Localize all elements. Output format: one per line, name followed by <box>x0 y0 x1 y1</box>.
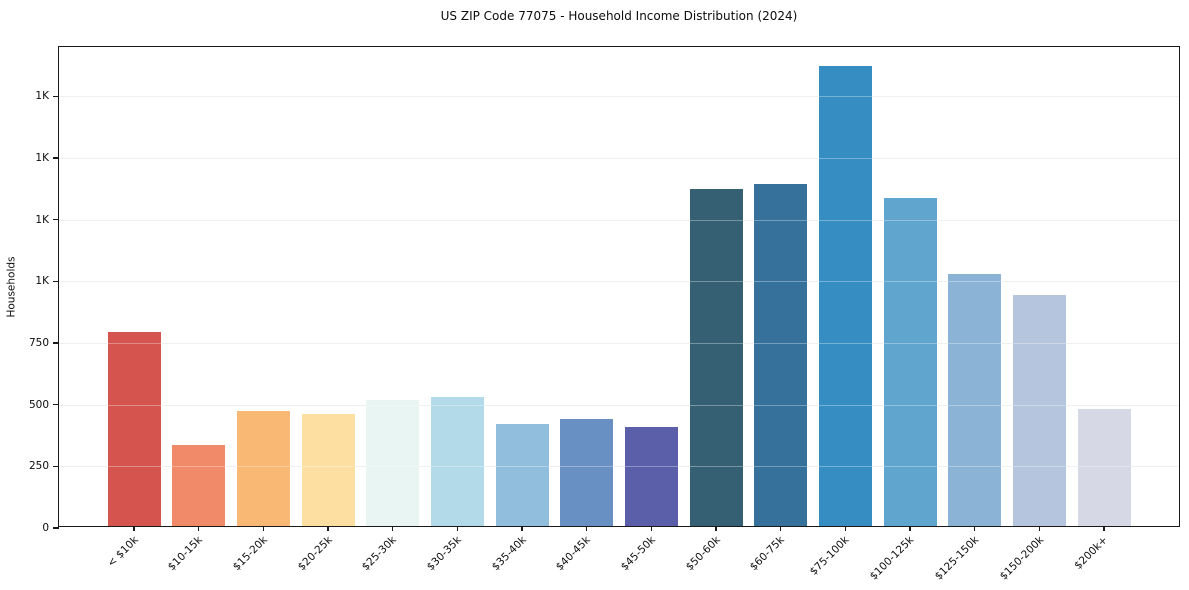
y-tick-label: 1K <box>35 90 49 103</box>
x-tick-mark <box>198 526 200 531</box>
y-tick-label: 500 <box>28 398 49 411</box>
y-tick-label: 0 <box>42 522 49 534</box>
bar <box>883 197 937 526</box>
x-tick-label: $25-30k <box>360 534 400 574</box>
x-tick-mark <box>586 526 588 531</box>
bar <box>1012 295 1066 526</box>
x-tick-label: $100-125k <box>867 534 917 583</box>
y-tick-mark <box>53 342 59 344</box>
bar <box>560 418 614 526</box>
y-tick-mark <box>53 157 59 159</box>
gridline <box>59 281 1179 283</box>
x-tick-label: < $10k <box>104 534 141 570</box>
x-tick-label: $10-15k <box>166 534 206 574</box>
gridline <box>59 404 1179 406</box>
bar <box>495 423 549 526</box>
gridline-overlay <box>59 466 1179 468</box>
gridline-overlay <box>59 96 1179 98</box>
plot-area: 0 250 500 750 1K 1K 1K 1K < $10k $10-15k $15-20k $2… <box>29 46 1180 583</box>
x-tick-label: $50-60k <box>683 534 723 574</box>
y-tick-mark <box>53 404 59 406</box>
gridline <box>59 96 1179 98</box>
bar <box>754 184 808 526</box>
x-tick-label: $125-150k <box>932 534 982 583</box>
y-tick-label: 1K <box>35 152 49 164</box>
chart-title: US ZIP Code 77075 - Household Income Dis… <box>440 9 798 23</box>
y-tick-label: 250 <box>28 460 49 473</box>
x-tick-mark <box>1103 526 1105 531</box>
x-tick-mark <box>974 526 976 531</box>
bar <box>236 411 290 526</box>
x-tick-mark <box>715 526 717 531</box>
x-tick-mark <box>327 526 329 531</box>
y-tick-mark <box>53 95 59 97</box>
gridline-overlay <box>59 343 1179 344</box>
y-tick-label: 1K <box>35 213 49 226</box>
x-tick-label: $150-200k <box>997 534 1046 583</box>
y-tick-label: 1K <box>35 275 49 288</box>
x-tick-label: $35-40k <box>489 534 529 574</box>
x-tick-label: $20-25k <box>295 534 335 574</box>
bar <box>366 400 420 526</box>
bar <box>430 396 484 526</box>
x-tick-label: $75-100k <box>808 534 852 578</box>
gridline <box>59 158 1179 159</box>
x-tick-mark <box>133 526 135 531</box>
x-tick-label: $40-45k <box>554 534 594 574</box>
gridline-overlay <box>59 404 1179 406</box>
x-tick-mark <box>909 526 911 531</box>
bar <box>172 444 226 526</box>
gridline <box>59 343 1179 344</box>
bar <box>624 427 678 526</box>
y-tick-mark <box>53 527 59 529</box>
x-tick-mark <box>262 526 264 531</box>
x-tick-label: $15-20k <box>230 534 270 574</box>
gridline-overlay <box>59 158 1179 159</box>
bar <box>107 332 161 526</box>
x-tick-mark <box>780 526 782 531</box>
bar <box>818 65 872 526</box>
bar <box>301 413 355 526</box>
gridline-overlay <box>59 219 1179 221</box>
bar <box>948 274 1002 526</box>
x-tick-label: $60-75k <box>748 534 788 574</box>
y-tick-label: 750 <box>28 337 49 349</box>
gridline-overlay <box>59 281 1179 283</box>
x-tick-mark <box>521 526 523 531</box>
bar <box>1077 408 1131 526</box>
x-tick-mark <box>456 526 458 531</box>
x-tick-mark <box>1038 526 1040 531</box>
y-tick-mark <box>53 280 59 282</box>
gridline <box>59 466 1179 468</box>
x-tick-label: $200k+ <box>1072 534 1111 572</box>
gridline <box>59 219 1179 221</box>
x-tick-mark <box>844 526 846 531</box>
x-tick-label: $45-50k <box>618 534 658 574</box>
bar <box>689 189 743 526</box>
y-tick-mark <box>53 219 59 221</box>
x-tick-mark <box>392 526 394 531</box>
y-tick-mark <box>53 465 59 467</box>
x-tick-label: $30-35k <box>424 534 464 574</box>
x-tick-mark <box>650 526 652 531</box>
